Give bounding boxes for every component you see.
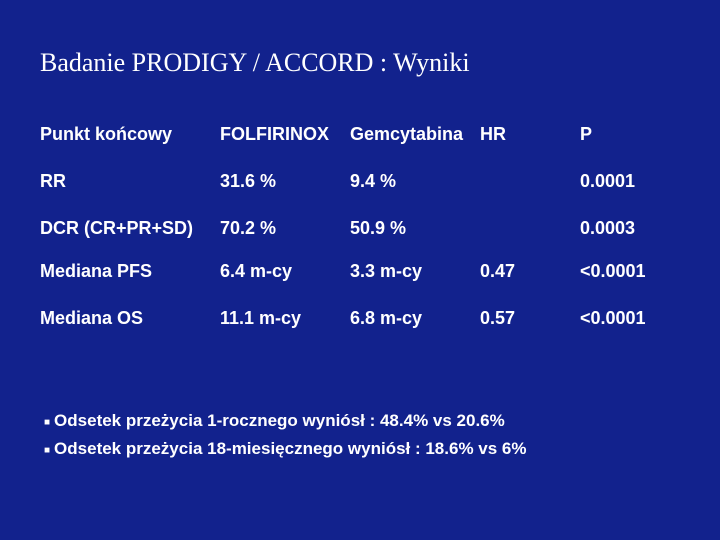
cell-arm-b: 9.4 % [350, 171, 480, 218]
cell-hr [480, 171, 580, 218]
table-row: DCR (CR+PR+SD) 70.2 % 50.9 % 0.0003 [40, 218, 680, 261]
cell-p: 0.0001 [580, 171, 680, 218]
cell-endpoint: Mediana OS [40, 308, 220, 355]
cell-arm-b: 6.8 m-cy [350, 308, 480, 355]
col-header-p: P [580, 124, 680, 171]
cell-p: <0.0001 [580, 261, 680, 308]
cell-p: <0.0001 [580, 308, 680, 355]
cell-p: 0.0003 [580, 218, 680, 261]
bullet-item: Odsetek przeżycia 18-miesięcznego wyniós… [44, 439, 680, 459]
cell-arm-a: 70.2 % [220, 218, 350, 261]
cell-arm-b: 50.9 % [350, 218, 480, 261]
cell-hr: 0.57 [480, 308, 580, 355]
results-table: Punkt końcowy FOLFIRINOX Gemcytabina HR … [40, 124, 680, 355]
bullet-text: Odsetek przeżycia 1-rocznego wyniósł : 4… [54, 411, 505, 431]
slide: Badanie PRODIGY / ACCORD : Wyniki Punkt … [0, 0, 720, 540]
bullet-text: Odsetek przeżycia 18-miesięcznego wyniós… [54, 439, 526, 459]
table-row: Mediana OS 11.1 m-cy 6.8 m-cy 0.57 <0.00… [40, 308, 680, 355]
table-row: Mediana PFS 6.4 m-cy 3.3 m-cy 0.47 <0.00… [40, 261, 680, 308]
cell-endpoint: Mediana PFS [40, 261, 220, 308]
table-row: RR 31.6 % 9.4 % 0.0001 [40, 171, 680, 218]
bullet-item: Odsetek przeżycia 1-rocznego wyniósł : 4… [44, 411, 680, 431]
cell-hr: 0.47 [480, 261, 580, 308]
cell-endpoint: DCR (CR+PR+SD) [40, 218, 220, 261]
cell-arm-a: 6.4 m-cy [220, 261, 350, 308]
col-header-arm-b: Gemcytabina [350, 124, 480, 171]
bullet-list: Odsetek przeżycia 1-rocznego wyniósł : 4… [40, 411, 680, 459]
col-header-arm-a: FOLFIRINOX [220, 124, 350, 171]
cell-hr [480, 218, 580, 261]
cell-endpoint: RR [40, 171, 220, 218]
col-header-hr: HR [480, 124, 580, 171]
cell-arm-a: 11.1 m-cy [220, 308, 350, 355]
slide-title: Badanie PRODIGY / ACCORD : Wyniki [40, 48, 680, 78]
table-header-row: Punkt końcowy FOLFIRINOX Gemcytabina HR … [40, 124, 680, 171]
cell-arm-b: 3.3 m-cy [350, 261, 480, 308]
cell-arm-a: 31.6 % [220, 171, 350, 218]
col-header-endpoint: Punkt końcowy [40, 124, 220, 171]
